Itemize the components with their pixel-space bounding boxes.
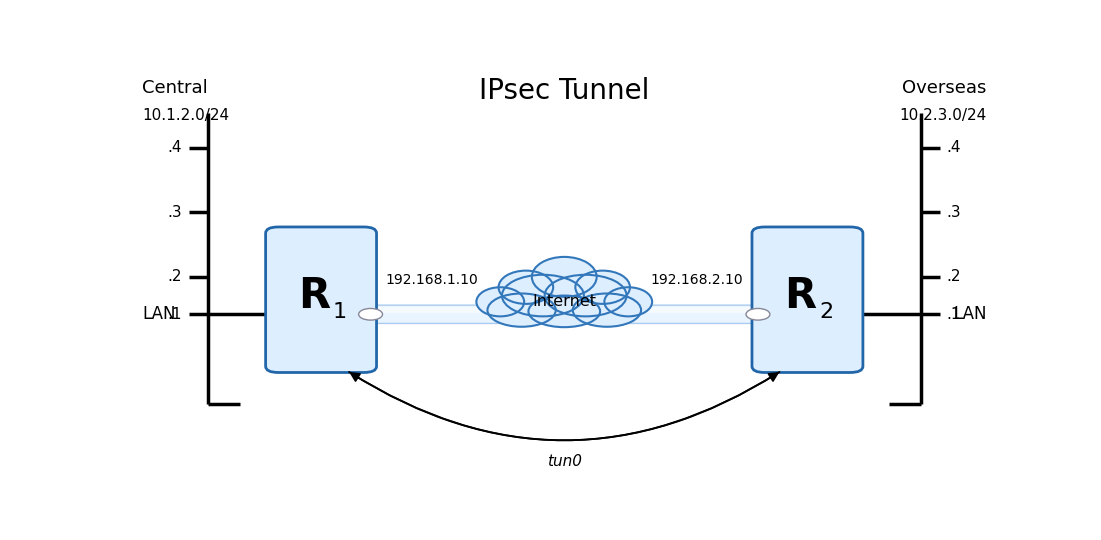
Text: LAN: LAN: [953, 305, 986, 323]
Ellipse shape: [604, 287, 652, 316]
FancyArrowPatch shape: [351, 372, 780, 440]
Text: 1: 1: [333, 302, 347, 322]
FancyBboxPatch shape: [265, 227, 377, 373]
Circle shape: [746, 308, 770, 320]
FancyBboxPatch shape: [752, 227, 863, 373]
Ellipse shape: [576, 271, 630, 304]
Text: 2: 2: [819, 302, 833, 322]
Text: 192.168.1.10: 192.168.1.10: [385, 273, 478, 287]
Text: .1: .1: [167, 307, 182, 322]
Text: .2: .2: [167, 269, 182, 285]
Ellipse shape: [532, 257, 597, 297]
FancyBboxPatch shape: [361, 305, 767, 323]
Text: R: R: [785, 274, 817, 316]
Text: .4: .4: [167, 140, 182, 156]
Text: Overseas: Overseas: [902, 79, 986, 97]
FancyArrowPatch shape: [349, 372, 777, 440]
Text: .1: .1: [947, 307, 961, 322]
Text: 10.2.3.0/24: 10.2.3.0/24: [900, 109, 986, 124]
Text: R: R: [298, 274, 330, 316]
Ellipse shape: [488, 294, 556, 327]
Ellipse shape: [528, 295, 600, 327]
Text: .2: .2: [947, 269, 961, 285]
Text: tun0: tun0: [547, 454, 581, 469]
Text: IPsec Tunnel: IPsec Tunnel: [479, 77, 650, 105]
Text: .3: .3: [947, 205, 961, 220]
Text: Internet: Internet: [532, 294, 597, 309]
Circle shape: [359, 308, 382, 320]
Ellipse shape: [477, 287, 524, 316]
Text: LAN: LAN: [142, 305, 175, 323]
Text: 10.1.2.0/24: 10.1.2.0/24: [142, 109, 229, 124]
Ellipse shape: [499, 271, 553, 304]
Text: .3: .3: [167, 205, 182, 220]
Text: Central: Central: [142, 79, 208, 97]
Text: .4: .4: [947, 140, 961, 156]
Ellipse shape: [545, 275, 626, 316]
FancyBboxPatch shape: [367, 307, 762, 313]
Ellipse shape: [502, 275, 584, 316]
Text: 192.168.2.10: 192.168.2.10: [651, 273, 743, 287]
Ellipse shape: [573, 294, 641, 327]
